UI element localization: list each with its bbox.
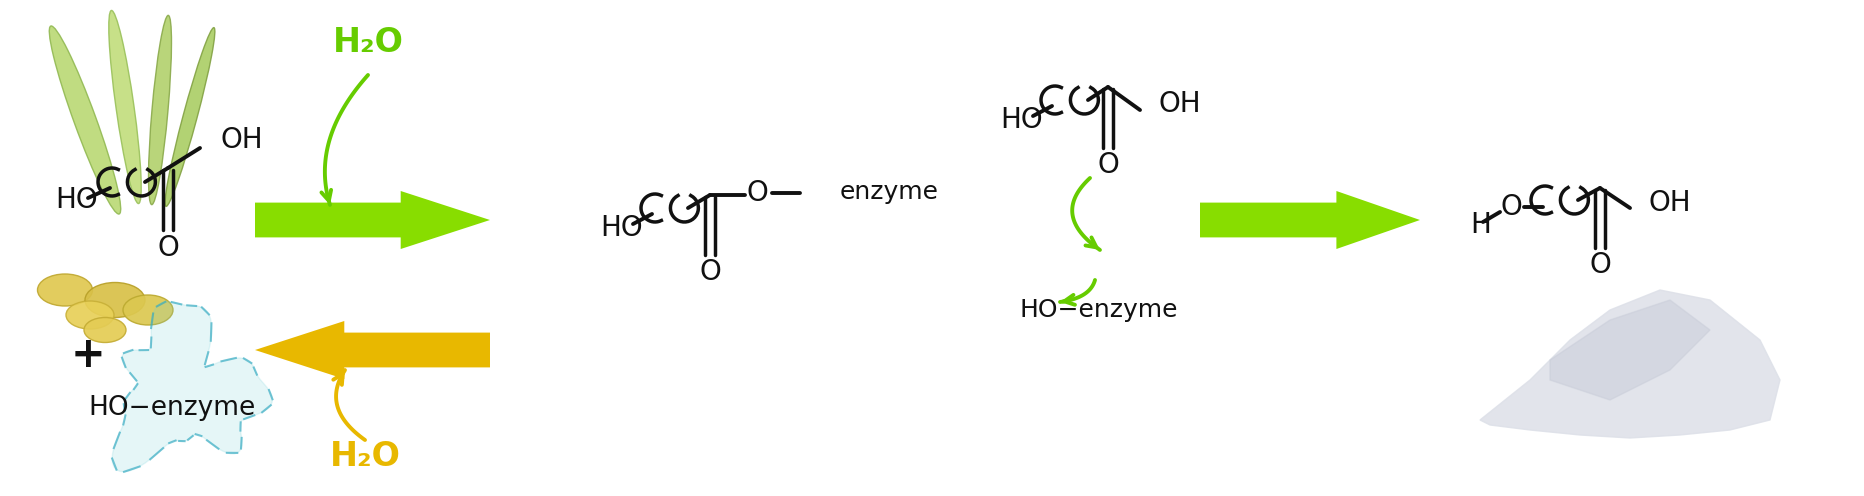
Text: H₂O: H₂O [330,439,401,473]
Polygon shape [1551,300,1709,400]
Polygon shape [255,191,490,249]
Text: HO: HO [600,214,643,242]
Text: OH: OH [1158,90,1200,118]
Polygon shape [1480,290,1780,438]
Polygon shape [255,321,490,379]
Ellipse shape [84,317,127,343]
Ellipse shape [123,295,173,325]
Ellipse shape [65,301,114,329]
Ellipse shape [149,15,171,205]
Polygon shape [112,302,272,472]
Text: O: O [1098,151,1118,179]
Text: O: O [1590,251,1610,279]
Text: +: + [71,334,106,376]
Text: OH: OH [1648,189,1691,217]
Text: H: H [1471,211,1491,239]
Text: OH: OH [220,126,263,154]
Ellipse shape [166,28,214,206]
Text: HO−enzyme: HO−enzyme [1020,298,1178,322]
Polygon shape [1200,191,1420,249]
Ellipse shape [86,283,145,317]
Ellipse shape [48,26,121,214]
Text: HO: HO [56,186,97,214]
Ellipse shape [108,10,142,203]
Text: O: O [746,179,768,207]
Text: HO: HO [999,106,1042,134]
Text: enzyme: enzyme [841,180,939,204]
Ellipse shape [37,274,93,306]
Text: O: O [699,258,721,286]
Text: O: O [157,234,179,262]
Text: O: O [1501,193,1521,221]
Text: H₂O: H₂O [332,25,403,59]
Text: HO−enzyme: HO−enzyme [88,395,255,421]
